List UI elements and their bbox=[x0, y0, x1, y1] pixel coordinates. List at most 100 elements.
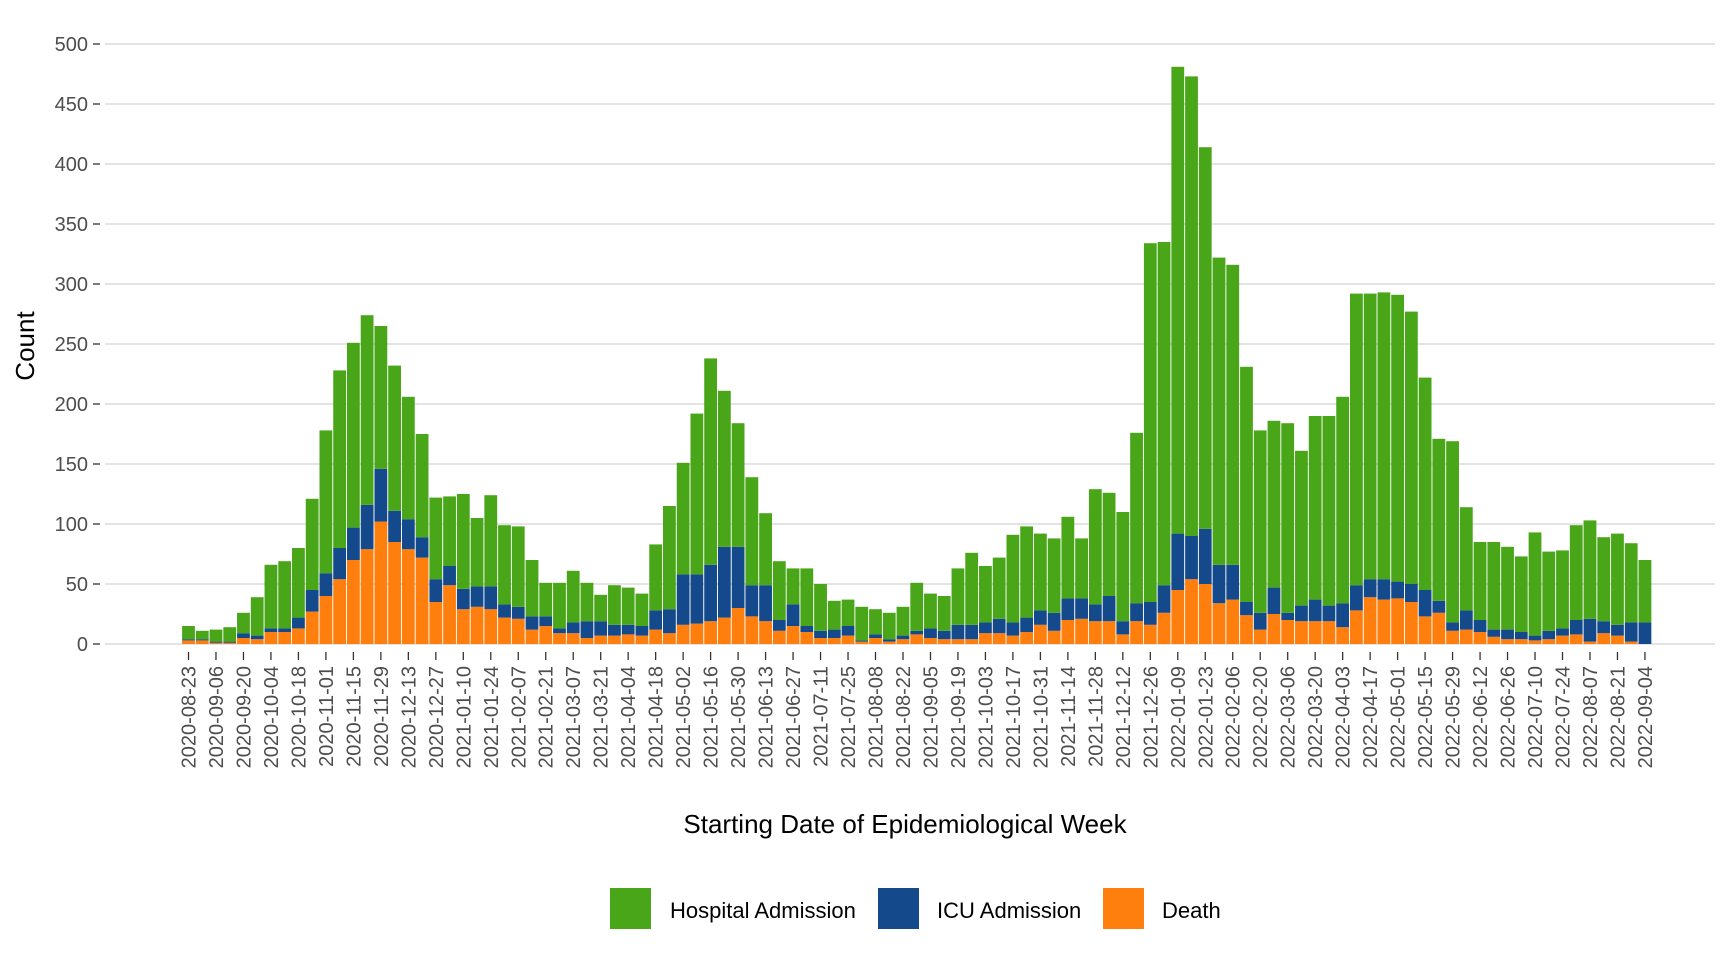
bar-hospital-admission bbox=[333, 370, 347, 548]
x-tick-label: 2020-12-27 bbox=[426, 666, 448, 768]
bar-icu-admission bbox=[1487, 629, 1501, 637]
bar-hospital-admission bbox=[676, 462, 690, 575]
bar-hospital-admission bbox=[896, 606, 910, 636]
bar-hospital-admission bbox=[1583, 520, 1597, 619]
x-axis-title: Starting Date of Epidemiological Week bbox=[683, 809, 1127, 839]
bar-icu-admission bbox=[182, 639, 195, 641]
bar-death bbox=[1583, 641, 1597, 644]
bar-icu-admission bbox=[319, 573, 333, 596]
bar-death bbox=[635, 635, 649, 644]
bar-death bbox=[827, 638, 841, 644]
bar-icu-admission bbox=[415, 537, 429, 558]
bar-death bbox=[704, 621, 718, 644]
x-tick-label: 2021-10-03 bbox=[975, 666, 997, 768]
x-tick-label: 2020-12-13 bbox=[398, 666, 420, 768]
bar-icu-admission bbox=[333, 548, 347, 580]
bar-hospital-admission bbox=[470, 518, 484, 587]
bar-death bbox=[1157, 612, 1171, 644]
bar-death bbox=[1308, 621, 1322, 644]
bar-hospital-admission bbox=[264, 564, 278, 629]
x-tick-label: 2022-05-15 bbox=[1415, 666, 1437, 768]
bar-death bbox=[539, 626, 553, 644]
bar-death bbox=[896, 639, 910, 644]
bar-hospital-admission bbox=[663, 506, 676, 610]
bar-hospital-admission bbox=[992, 557, 1006, 619]
x-tick-label: 2021-10-17 bbox=[1003, 666, 1025, 768]
bar-death bbox=[1253, 629, 1267, 644]
bar-icu-admission bbox=[1624, 622, 1638, 642]
bar-hospital-admission bbox=[1088, 489, 1102, 605]
bar-icu-admission bbox=[292, 617, 305, 629]
bar-death bbox=[182, 640, 195, 644]
bar-hospital-admission bbox=[1185, 76, 1198, 537]
bar-hospital-admission bbox=[1569, 525, 1583, 620]
bar-death bbox=[346, 560, 360, 644]
bar-hospital-admission bbox=[525, 560, 539, 617]
bar-hospital-admission bbox=[772, 561, 786, 620]
bar-hospital-admission bbox=[1006, 534, 1020, 623]
bar-hospital-admission bbox=[621, 587, 635, 625]
x-tick-label: 2022-05-01 bbox=[1388, 666, 1410, 768]
x-tick-label: 2021-04-04 bbox=[618, 666, 640, 768]
bar-icu-admission bbox=[800, 626, 814, 632]
bar-icu-admission bbox=[1514, 632, 1528, 640]
x-tick-label: 2021-03-21 bbox=[591, 666, 613, 768]
x-tick-label: 2021-06-27 bbox=[783, 666, 805, 768]
bar-icu-admission bbox=[1267, 587, 1281, 614]
bar-hospital-admission bbox=[429, 497, 443, 580]
bar-hospital-admission bbox=[1020, 526, 1034, 618]
bar-hospital-admission bbox=[1075, 538, 1088, 599]
x-tick-label: 2022-06-12 bbox=[1470, 666, 1492, 768]
bar-hospital-admission bbox=[305, 498, 319, 590]
x-tick-label: 2022-05-29 bbox=[1443, 666, 1465, 768]
bar-icu-admission bbox=[937, 630, 951, 640]
legend: Hospital Admission ICU Admission Death bbox=[610, 888, 1221, 929]
bar-hospital-admission bbox=[827, 600, 841, 630]
bar-icu-admission bbox=[1198, 528, 1212, 584]
bar-death bbox=[566, 633, 580, 644]
bar-hospital-admission bbox=[855, 606, 869, 641]
bar-death bbox=[759, 621, 772, 644]
bar-hospital-admission bbox=[704, 358, 718, 565]
bar-icu-admission bbox=[772, 620, 786, 631]
bar-hospital-admission bbox=[1624, 543, 1638, 623]
x-tick-label: 2022-01-23 bbox=[1195, 666, 1217, 768]
x-tick-label: 2020-09-06 bbox=[206, 666, 228, 768]
bar-death bbox=[1143, 624, 1157, 644]
bar-icu-admission bbox=[1322, 605, 1336, 622]
bar-icu-admission bbox=[1377, 579, 1391, 600]
bar-icu-admission bbox=[1418, 590, 1432, 617]
bar-icu-admission bbox=[704, 564, 718, 622]
bar-death bbox=[580, 638, 594, 644]
bar-icu-admission bbox=[374, 468, 388, 522]
bar-icu-admission bbox=[1075, 598, 1088, 619]
bar-death bbox=[1226, 599, 1240, 644]
bar-icu-admission bbox=[429, 579, 443, 602]
bar-hospital-admission bbox=[1473, 542, 1487, 620]
bar-death bbox=[992, 633, 1006, 644]
bar-death bbox=[1542, 639, 1556, 644]
bar-death bbox=[1418, 616, 1432, 644]
bar-hospital-admission bbox=[1501, 546, 1514, 630]
y-axis-title: Count bbox=[10, 311, 40, 381]
bar-hospital-admission bbox=[1611, 533, 1624, 625]
bar-icu-admission bbox=[1088, 604, 1102, 622]
bar-death bbox=[525, 629, 539, 644]
bar-hospital-admission bbox=[649, 544, 663, 611]
bar-death bbox=[1033, 624, 1047, 644]
y-tick-label: 300 bbox=[55, 274, 88, 296]
x-tick-label: 2021-12-12 bbox=[1113, 666, 1135, 768]
bar-death bbox=[429, 602, 443, 644]
bar-death bbox=[1432, 612, 1446, 644]
bar-icu-admission bbox=[786, 604, 800, 626]
bar-hospital-admission bbox=[511, 526, 525, 607]
bar-hospital-admission bbox=[951, 568, 965, 625]
bar-hospital-admission bbox=[346, 342, 360, 528]
bar-hospital-admission bbox=[1459, 507, 1473, 611]
bar-death bbox=[690, 623, 704, 644]
x-tick-label: 2021-06-13 bbox=[756, 666, 778, 768]
x-tick-label: 2021-09-19 bbox=[948, 666, 970, 768]
bar-icu-admission bbox=[1363, 579, 1377, 598]
bar-icu-admission bbox=[1583, 618, 1597, 642]
